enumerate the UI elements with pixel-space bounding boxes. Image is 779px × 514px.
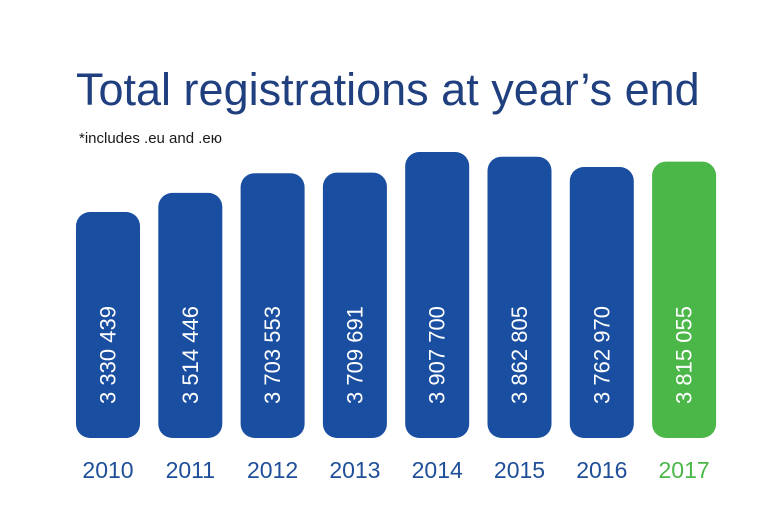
- value-label-2010: 3 330 439: [96, 306, 121, 404]
- value-label-2012: 3 703 553: [260, 306, 285, 404]
- bar-2013: [322, 172, 387, 438]
- bar-2015: [487, 156, 552, 438]
- value-label-2011: 3 514 446: [178, 306, 203, 404]
- category-label-2014: 2014: [412, 457, 463, 483]
- value-label-2016: 3 762 970: [589, 306, 614, 404]
- chart-subtitle: *includes .eu and .ею: [79, 130, 223, 147]
- value-label-2014: 3 907 700: [425, 306, 450, 404]
- category-label-2012: 2012: [247, 457, 298, 483]
- bar-2011: [158, 192, 223, 438]
- bar-2016: [569, 167, 634, 438]
- category-label-2011: 2011: [166, 457, 215, 483]
- category-label-2010: 2010: [82, 457, 133, 483]
- value-label-2017: 3 815 055: [672, 306, 697, 404]
- bar-2012: [240, 173, 305, 438]
- value-label-2013: 3 709 691: [342, 306, 367, 404]
- category-label-2015: 2015: [494, 457, 545, 483]
- bar-2010: [76, 212, 140, 438]
- value-label-2015: 3 862 805: [507, 306, 532, 404]
- chart-title: Total registrations at year’s end: [76, 64, 700, 115]
- category-label-2016: 2016: [576, 457, 627, 483]
- bar-2014: [405, 152, 470, 438]
- bar-2017: [652, 161, 717, 438]
- category-label-2013: 2013: [329, 457, 380, 483]
- category-label-2017: 2017: [659, 457, 710, 483]
